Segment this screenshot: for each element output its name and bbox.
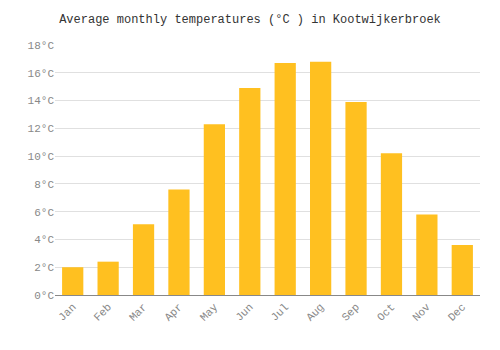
svg-text:Apr: Apr — [162, 301, 184, 323]
svg-text:Nov: Nov — [410, 301, 433, 324]
svg-text:Mar: Mar — [127, 301, 149, 323]
svg-text:Jan: Jan — [56, 301, 78, 323]
svg-text:May: May — [198, 301, 221, 324]
svg-text:10°C: 10°C — [28, 151, 55, 163]
svg-text:Dec: Dec — [446, 301, 468, 323]
svg-text:6°C: 6°C — [34, 207, 54, 219]
svg-text:14°C: 14°C — [28, 95, 55, 107]
svg-text:Jul: Jul — [269, 301, 291, 323]
svg-text:0°C: 0°C — [34, 290, 54, 302]
svg-text:12°C: 12°C — [28, 123, 55, 135]
svg-text:2°C: 2°C — [34, 262, 54, 274]
svg-text:Sep: Sep — [340, 301, 362, 323]
svg-text:Aug: Aug — [304, 301, 326, 323]
svg-text:Feb: Feb — [92, 301, 114, 323]
svg-text:18°C: 18°C — [28, 40, 55, 52]
svg-text:Jun: Jun — [233, 301, 255, 323]
svg-text:4°C: 4°C — [34, 234, 54, 246]
svg-text:Average monthly temperatures (: Average monthly temperatures (°C ) in Ko… — [59, 13, 441, 27]
svg-text:8°C: 8°C — [34, 179, 54, 191]
svg-text:16°C: 16°C — [28, 68, 55, 80]
svg-text:Oct: Oct — [375, 301, 397, 323]
